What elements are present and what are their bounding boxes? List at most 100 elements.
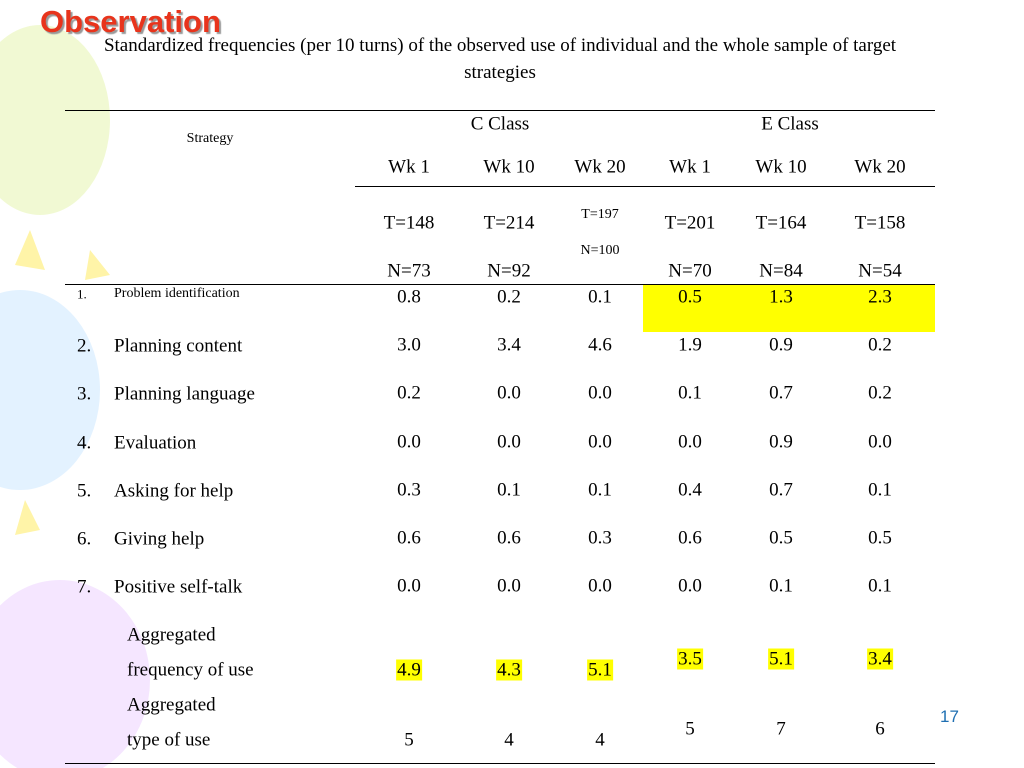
cell-value: 0.0 <box>588 575 612 597</box>
week-header: Wk 20 <box>574 156 626 178</box>
cell-value: 0.1 <box>497 479 521 501</box>
cell-value: 3.4 <box>497 334 521 356</box>
cell-value: 5.1 <box>587 659 613 681</box>
table-caption: Standardized frequencies (per 10 turns) … <box>103 35 897 83</box>
cell-value: 0.6 <box>397 527 421 549</box>
row-number: 2. <box>77 335 92 357</box>
cell-value: 0.1 <box>678 382 702 404</box>
total-count: T=197 <box>581 207 619 222</box>
cell-value: 2.3 <box>868 286 892 308</box>
cell-value: 4.9 <box>396 659 422 681</box>
total-count: T=148 <box>383 212 435 234</box>
cell-value: 0.5 <box>769 527 793 549</box>
cell-value: 0.4 <box>678 479 702 501</box>
row-label: Evaluation <box>114 432 197 454</box>
cell-value: 0.0 <box>497 382 521 404</box>
row-label: Giving help <box>114 528 205 550</box>
cell-value: 0.1 <box>588 286 612 308</box>
total-count: T=214 <box>483 212 535 234</box>
row-number: 1. <box>77 286 87 302</box>
cell-value: 0.1 <box>868 575 892 597</box>
cell-value: 0.0 <box>588 431 612 453</box>
group-header: E Class <box>761 113 819 135</box>
cell-value: 0.5 <box>868 527 892 549</box>
cell-value: 4.6 <box>588 334 612 356</box>
table-rule <box>355 186 935 187</box>
sample-count: N=84 <box>759 260 803 282</box>
cell-value: 0.6 <box>678 527 702 549</box>
row-label: type of use <box>127 729 211 751</box>
sample-count: N=73 <box>387 260 431 282</box>
slide-title: Observation <box>40 4 221 39</box>
cell-value: 0.0 <box>397 431 421 453</box>
cell-value: 0.0 <box>678 431 702 453</box>
column-header: Strategy <box>186 131 234 146</box>
cell-value: 0.1 <box>868 479 892 501</box>
cell-value: 7 <box>776 718 786 740</box>
table-rule <box>65 110 935 111</box>
cell-value: 0.0 <box>678 575 702 597</box>
total-count: T=164 <box>755 212 807 234</box>
cell-value: 1.3 <box>769 286 793 308</box>
week-header: Wk 1 <box>669 156 711 178</box>
row-label: Problem identification <box>114 286 240 301</box>
row-label: Aggregated <box>127 694 216 716</box>
row-number: 7. <box>77 576 92 598</box>
table-rule <box>65 284 935 285</box>
cell-value: 0.0 <box>497 575 521 597</box>
group-header: C Class <box>470 113 530 135</box>
cell-value: 3.4 <box>867 648 893 670</box>
cell-value: 0.6 <box>497 527 521 549</box>
cell-value: 0.2 <box>497 286 521 308</box>
row-label: Planning language <box>114 383 255 405</box>
row-label: frequency of use <box>127 659 254 681</box>
week-header: Wk 20 <box>854 156 906 178</box>
cell-value: 4 <box>595 729 605 751</box>
cell-value: 5 <box>685 718 695 740</box>
cell-value: 0.8 <box>397 286 421 308</box>
total-count: T=201 <box>664 212 716 234</box>
cell-value: 0.1 <box>769 575 793 597</box>
row-label: Planning content <box>114 335 243 357</box>
cell-value: 0.2 <box>397 382 421 404</box>
row-label: Asking for help <box>114 480 234 502</box>
highlight <box>643 285 935 332</box>
cell-value: 0.2 <box>868 334 892 356</box>
row-number: 5. <box>77 480 92 502</box>
page-number: 17 <box>940 707 959 726</box>
week-header: Wk 1 <box>388 156 430 178</box>
cell-value: 6 <box>875 718 885 740</box>
sample-count: N=54 <box>858 260 902 282</box>
row-number: 4. <box>77 432 92 454</box>
cell-value: 3.0 <box>397 334 421 356</box>
row-number: 6. <box>77 528 92 550</box>
week-header: Wk 10 <box>755 156 807 178</box>
cell-value: 5.1 <box>768 648 794 670</box>
cell-value: 0.9 <box>769 431 793 453</box>
cell-value: 0.0 <box>868 431 892 453</box>
cell-value: 0.5 <box>678 286 702 308</box>
cell-value: 1.9 <box>678 334 702 356</box>
cell-value: 0.0 <box>397 575 421 597</box>
row-label: Positive self-talk <box>114 576 243 598</box>
cell-value: 0.3 <box>588 527 612 549</box>
cell-value: 0.1 <box>588 479 612 501</box>
week-header: Wk 10 <box>483 156 535 178</box>
cell-value: 4 <box>504 729 514 751</box>
cell-value: 4.3 <box>496 659 522 681</box>
table-rule <box>65 763 935 764</box>
cell-value: 5 <box>404 729 414 751</box>
cell-value: 0.7 <box>769 479 793 501</box>
cell-value: 0.7 <box>769 382 793 404</box>
cell-value: 3.5 <box>677 648 703 670</box>
cell-value: 0.2 <box>868 382 892 404</box>
cell-value: 0.3 <box>397 479 421 501</box>
sample-count: N=100 <box>580 243 620 258</box>
total-count: T=158 <box>854 212 906 234</box>
cell-value: 0.0 <box>588 382 612 404</box>
cell-value: 0.9 <box>769 334 793 356</box>
sample-count: N=70 <box>668 260 712 282</box>
cell-value: 0.0 <box>497 431 521 453</box>
